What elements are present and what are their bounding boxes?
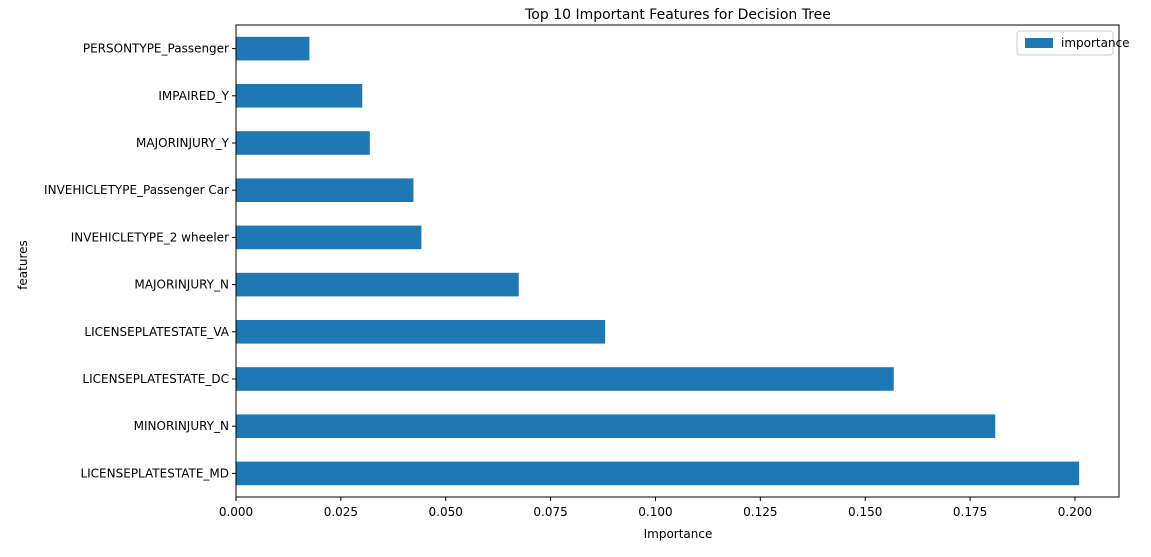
bar xyxy=(236,272,519,297)
y-tick-label: MAJORINJURY_Y xyxy=(136,136,230,150)
x-tick-label: 0.050 xyxy=(429,505,463,519)
y-tick-label: LICENSEPLATESTATE_VA xyxy=(84,325,229,339)
bar xyxy=(236,414,996,438)
bar xyxy=(236,84,363,108)
legend-label: importance xyxy=(1061,36,1130,50)
bar xyxy=(236,367,894,391)
chart-title: Top 10 Important Features for Decision T… xyxy=(524,7,831,23)
x-axis-ticks: 0.000 0.025 0.050 0.075 0.100 0.125 0.150 0.175… xyxy=(219,497,1092,519)
x-tick-label: 0.200 xyxy=(1058,505,1092,519)
x-tick-label: 0.000 xyxy=(219,505,253,519)
x-tick-label: 0.175 xyxy=(953,505,987,519)
y-tick-label: INVEHICLETYPE_2 wheeler xyxy=(71,230,229,244)
x-tick-label: 0.025 xyxy=(324,505,358,519)
y-axis-ticks: LICENSEPLATESTATE_MD MINORINJURY_N LICENSE… xyxy=(44,42,236,480)
bar xyxy=(236,36,310,61)
legend-swatch xyxy=(1025,38,1053,48)
x-tick-label: 0.100 xyxy=(638,505,672,519)
bar xyxy=(236,225,422,250)
y-tick-label: LICENSEPLATESTATE_DC xyxy=(82,372,229,386)
legend: importance xyxy=(1016,30,1130,56)
bar xyxy=(236,178,414,202)
bar xyxy=(236,131,370,155)
y-tick-label: MINORINJURY_N xyxy=(134,419,229,433)
plot-frame xyxy=(235,24,1120,498)
y-tick-label: MAJORINJURY_N xyxy=(134,278,229,292)
x-axis-label: Importance xyxy=(644,527,713,541)
bar xyxy=(236,320,606,344)
x-tick-label: 0.075 xyxy=(533,505,567,519)
x-tick-label: 0.125 xyxy=(743,505,777,519)
y-axis-label: features xyxy=(16,240,30,290)
y-tick-label: INVEHICLETYPE_Passenger Car xyxy=(44,183,229,197)
bar xyxy=(236,461,1080,486)
bar-group xyxy=(236,36,1080,486)
legend-box xyxy=(1016,30,1114,56)
x-tick-label: 0.150 xyxy=(848,505,882,519)
y-tick-label: IMPAIRED_Y xyxy=(158,89,229,103)
y-tick-label: LICENSEPLATESTATE_MD xyxy=(80,466,229,480)
y-tick-label: PERSONTYPE_Passenger xyxy=(83,42,229,56)
